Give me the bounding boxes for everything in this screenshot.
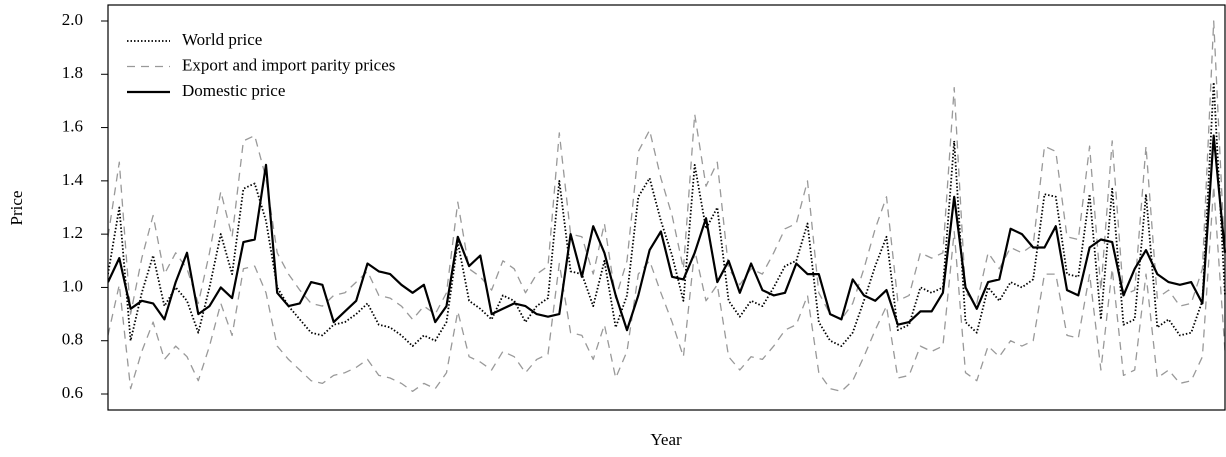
y-tick-label: 2.0 — [62, 10, 83, 29]
y-tick-label: 1.4 — [62, 170, 84, 189]
y-tick-label: 1.6 — [62, 116, 83, 135]
y-axis-label: Price — [7, 191, 26, 226]
y-tick-label: 0.8 — [62, 330, 83, 349]
plot-area — [108, 20, 1226, 392]
series-line — [108, 20, 1226, 321]
legend-label: Export and import parity prices — [182, 55, 395, 74]
plot-frame — [107, 4, 1226, 411]
legend-label: World price — [182, 30, 262, 49]
series-line — [108, 185, 1226, 392]
legend-label: Domestic price — [182, 81, 285, 100]
y-tick-label: 1.0 — [62, 276, 83, 295]
y-tick-label: 0.6 — [62, 383, 83, 402]
y-tick-label: 1.8 — [62, 63, 83, 82]
y-tick-label: 1.2 — [62, 223, 83, 242]
x-axis-label: Year — [650, 430, 682, 449]
series-line — [108, 134, 1226, 332]
